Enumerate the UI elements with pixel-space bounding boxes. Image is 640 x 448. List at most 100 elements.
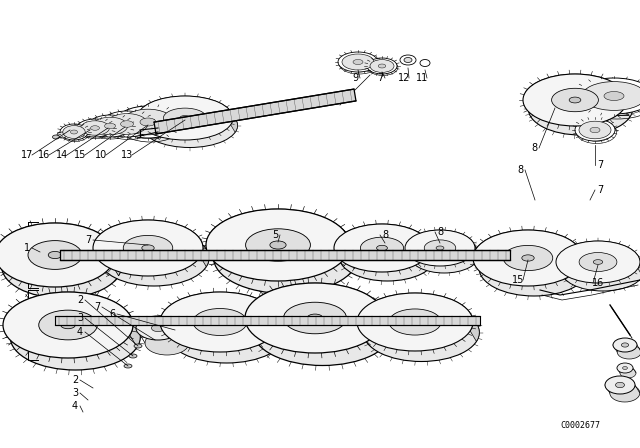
Ellipse shape xyxy=(245,283,385,353)
Text: 8: 8 xyxy=(531,143,537,153)
Ellipse shape xyxy=(579,253,617,271)
Ellipse shape xyxy=(353,60,363,65)
Ellipse shape xyxy=(106,114,148,134)
Ellipse shape xyxy=(613,338,637,352)
Text: 13: 13 xyxy=(121,150,133,160)
Ellipse shape xyxy=(141,103,237,147)
Text: 2: 2 xyxy=(77,295,83,305)
Text: 4: 4 xyxy=(77,327,83,337)
Ellipse shape xyxy=(116,106,180,138)
Ellipse shape xyxy=(522,255,534,261)
Ellipse shape xyxy=(77,119,113,137)
Ellipse shape xyxy=(60,124,88,140)
Text: 9: 9 xyxy=(352,73,358,83)
Text: 4: 4 xyxy=(72,401,78,411)
Polygon shape xyxy=(360,293,479,341)
Ellipse shape xyxy=(360,237,404,259)
Text: 1: 1 xyxy=(24,243,30,253)
Ellipse shape xyxy=(334,224,430,272)
Ellipse shape xyxy=(376,246,387,251)
Polygon shape xyxy=(558,241,640,276)
Ellipse shape xyxy=(436,246,444,250)
Ellipse shape xyxy=(81,121,109,135)
Text: 7: 7 xyxy=(94,302,100,312)
Ellipse shape xyxy=(99,230,209,286)
Polygon shape xyxy=(0,223,122,276)
Ellipse shape xyxy=(503,246,553,271)
Ellipse shape xyxy=(39,310,97,340)
Ellipse shape xyxy=(61,321,76,329)
Ellipse shape xyxy=(400,55,416,65)
Text: 8: 8 xyxy=(437,227,443,237)
Ellipse shape xyxy=(409,237,479,273)
Polygon shape xyxy=(209,209,358,269)
Ellipse shape xyxy=(378,64,386,68)
Text: 17: 17 xyxy=(21,150,33,160)
Ellipse shape xyxy=(140,118,156,126)
Ellipse shape xyxy=(2,234,122,298)
Polygon shape xyxy=(96,220,209,267)
Ellipse shape xyxy=(424,240,456,256)
Ellipse shape xyxy=(623,366,627,370)
Ellipse shape xyxy=(124,364,132,368)
Ellipse shape xyxy=(253,296,392,366)
Ellipse shape xyxy=(152,324,164,332)
Ellipse shape xyxy=(70,130,77,134)
Text: 5: 5 xyxy=(272,230,278,240)
Text: 3: 3 xyxy=(77,313,83,323)
Ellipse shape xyxy=(0,223,115,287)
Ellipse shape xyxy=(93,220,203,276)
Ellipse shape xyxy=(120,121,134,127)
Ellipse shape xyxy=(616,382,625,388)
Polygon shape xyxy=(525,74,632,117)
Ellipse shape xyxy=(160,292,280,352)
Ellipse shape xyxy=(342,54,374,70)
Ellipse shape xyxy=(57,132,67,138)
Polygon shape xyxy=(163,292,287,342)
Ellipse shape xyxy=(620,368,636,378)
Ellipse shape xyxy=(364,303,479,362)
Ellipse shape xyxy=(575,119,615,141)
Text: 15: 15 xyxy=(74,150,86,160)
Text: 16: 16 xyxy=(38,150,50,160)
Ellipse shape xyxy=(214,221,358,293)
Polygon shape xyxy=(6,292,140,347)
Ellipse shape xyxy=(357,293,473,351)
Ellipse shape xyxy=(593,260,603,264)
Ellipse shape xyxy=(206,209,350,281)
Ellipse shape xyxy=(579,121,611,139)
Text: 8: 8 xyxy=(382,230,388,240)
Text: C0002677: C0002677 xyxy=(560,421,600,430)
Ellipse shape xyxy=(420,60,430,66)
Ellipse shape xyxy=(552,88,598,112)
Text: 2: 2 xyxy=(72,375,78,385)
Ellipse shape xyxy=(48,251,61,258)
Ellipse shape xyxy=(122,109,173,135)
Ellipse shape xyxy=(617,345,640,359)
Ellipse shape xyxy=(270,241,286,249)
Ellipse shape xyxy=(145,331,189,355)
Text: 7: 7 xyxy=(85,235,91,245)
Ellipse shape xyxy=(529,83,632,135)
Ellipse shape xyxy=(604,91,624,100)
Text: 16: 16 xyxy=(592,278,604,288)
Polygon shape xyxy=(476,230,589,277)
Ellipse shape xyxy=(338,52,378,72)
Text: 8: 8 xyxy=(517,165,523,175)
Ellipse shape xyxy=(90,126,99,130)
Ellipse shape xyxy=(136,316,180,340)
Text: 7: 7 xyxy=(377,73,383,83)
Ellipse shape xyxy=(339,233,435,281)
Polygon shape xyxy=(140,96,237,132)
Text: 7: 7 xyxy=(597,185,603,195)
Ellipse shape xyxy=(92,117,127,135)
Text: 14: 14 xyxy=(56,150,68,160)
Ellipse shape xyxy=(101,111,153,137)
Ellipse shape xyxy=(617,363,633,373)
Ellipse shape xyxy=(569,97,581,103)
Polygon shape xyxy=(248,283,392,341)
Ellipse shape xyxy=(163,108,207,128)
Text: 12: 12 xyxy=(398,73,410,83)
Polygon shape xyxy=(406,230,479,261)
Ellipse shape xyxy=(405,230,475,266)
